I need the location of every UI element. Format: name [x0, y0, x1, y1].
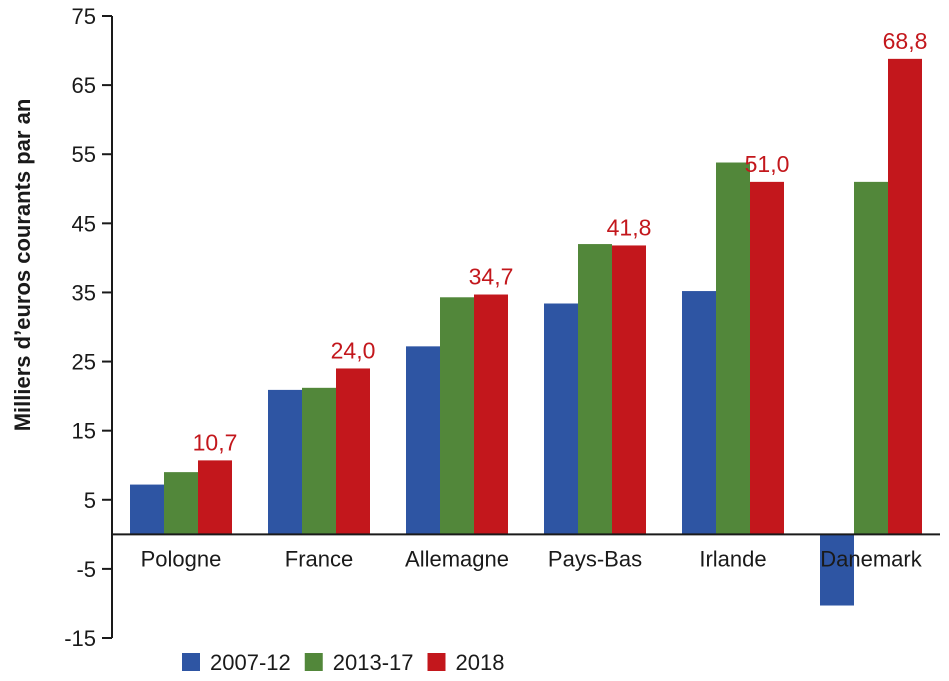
y-tick-label: 15 [72, 419, 96, 444]
data-label: 10,7 [193, 429, 238, 455]
bar-2007-12-Allemagne [406, 346, 440, 535]
bar-2007-12-France [268, 389, 302, 535]
category-labels: Pologne France Allemagne Pays-Bas Irlande Dan… [141, 546, 923, 571]
y-tick-label: 25 [72, 350, 96, 375]
bar-2013-17-Allemagne [440, 297, 474, 535]
data-label: 24,0 [331, 337, 376, 363]
category-label: Pays-Bas [548, 546, 642, 571]
bar-2013-17-Pays-Bas [578, 244, 612, 535]
bar-2013-17-Irlande [716, 162, 750, 535]
data-label: 51,0 [745, 151, 790, 177]
data-labels: 10,7 24,0 34,7 41,8 51,0 68,8 [193, 28, 928, 456]
y-tick-label: 45 [72, 211, 96, 236]
y-axis: 75 65 55 45 35 25 15 5 -5 -15 [64, 4, 113, 651]
category-label: Allemagne [405, 546, 509, 571]
data-label: 41,8 [607, 214, 652, 240]
bar-2018-Allemagne [474, 294, 508, 535]
bar-2007-12-Pologne [130, 484, 164, 535]
y-tick-label: 55 [72, 142, 96, 167]
legend-label: 2007-12 [210, 650, 291, 675]
category-label: France [285, 546, 353, 571]
legend-swatch [304, 653, 323, 671]
legend-label: 2013-17 [333, 650, 414, 675]
legend: 2007-12 2013-17 2018 [182, 650, 504, 675]
legend-swatch [182, 653, 200, 671]
bar-2018-France [336, 368, 370, 535]
legend-item: 2013-17 [304, 650, 414, 675]
bar-2013-17-Danemark [854, 181, 888, 535]
y-axis-label: Milliers d’euros courants par an [10, 99, 35, 432]
y-tick-label: 35 [72, 280, 96, 305]
bar-2007-12-Danemark [820, 534, 854, 606]
y-tick-label: 5 [84, 488, 96, 513]
category-label: Irlande [699, 546, 766, 571]
bar-2013-17-Pologne [164, 472, 198, 535]
legend-item: 2007-12 [182, 650, 291, 675]
y-tick-label: 75 [72, 4, 96, 29]
bar-2018-Irlande [750, 181, 784, 535]
y-tick-label: -5 [76, 557, 96, 582]
legend-label: 2018 [456, 650, 505, 675]
data-label: 34,7 [469, 264, 514, 290]
bar-2007-12-Pays-Bas [544, 303, 578, 535]
bars [130, 58, 922, 606]
data-label: 68,8 [883, 28, 928, 54]
bar-2007-12-Irlande [682, 291, 716, 535]
category-label: Pologne [141, 546, 222, 571]
legend-item: 2018 [427, 650, 505, 675]
bar-2018-Pays-Bas [612, 245, 646, 535]
y-tick-label: -15 [64, 626, 96, 651]
y-tick-label: 65 [72, 73, 96, 98]
bar-2013-17-France [302, 387, 336, 535]
bar-2018-Pologne [198, 460, 232, 535]
bar-2018-Danemark [888, 58, 922, 535]
category-label: Danemark [820, 546, 922, 571]
legend-swatch [427, 653, 446, 671]
